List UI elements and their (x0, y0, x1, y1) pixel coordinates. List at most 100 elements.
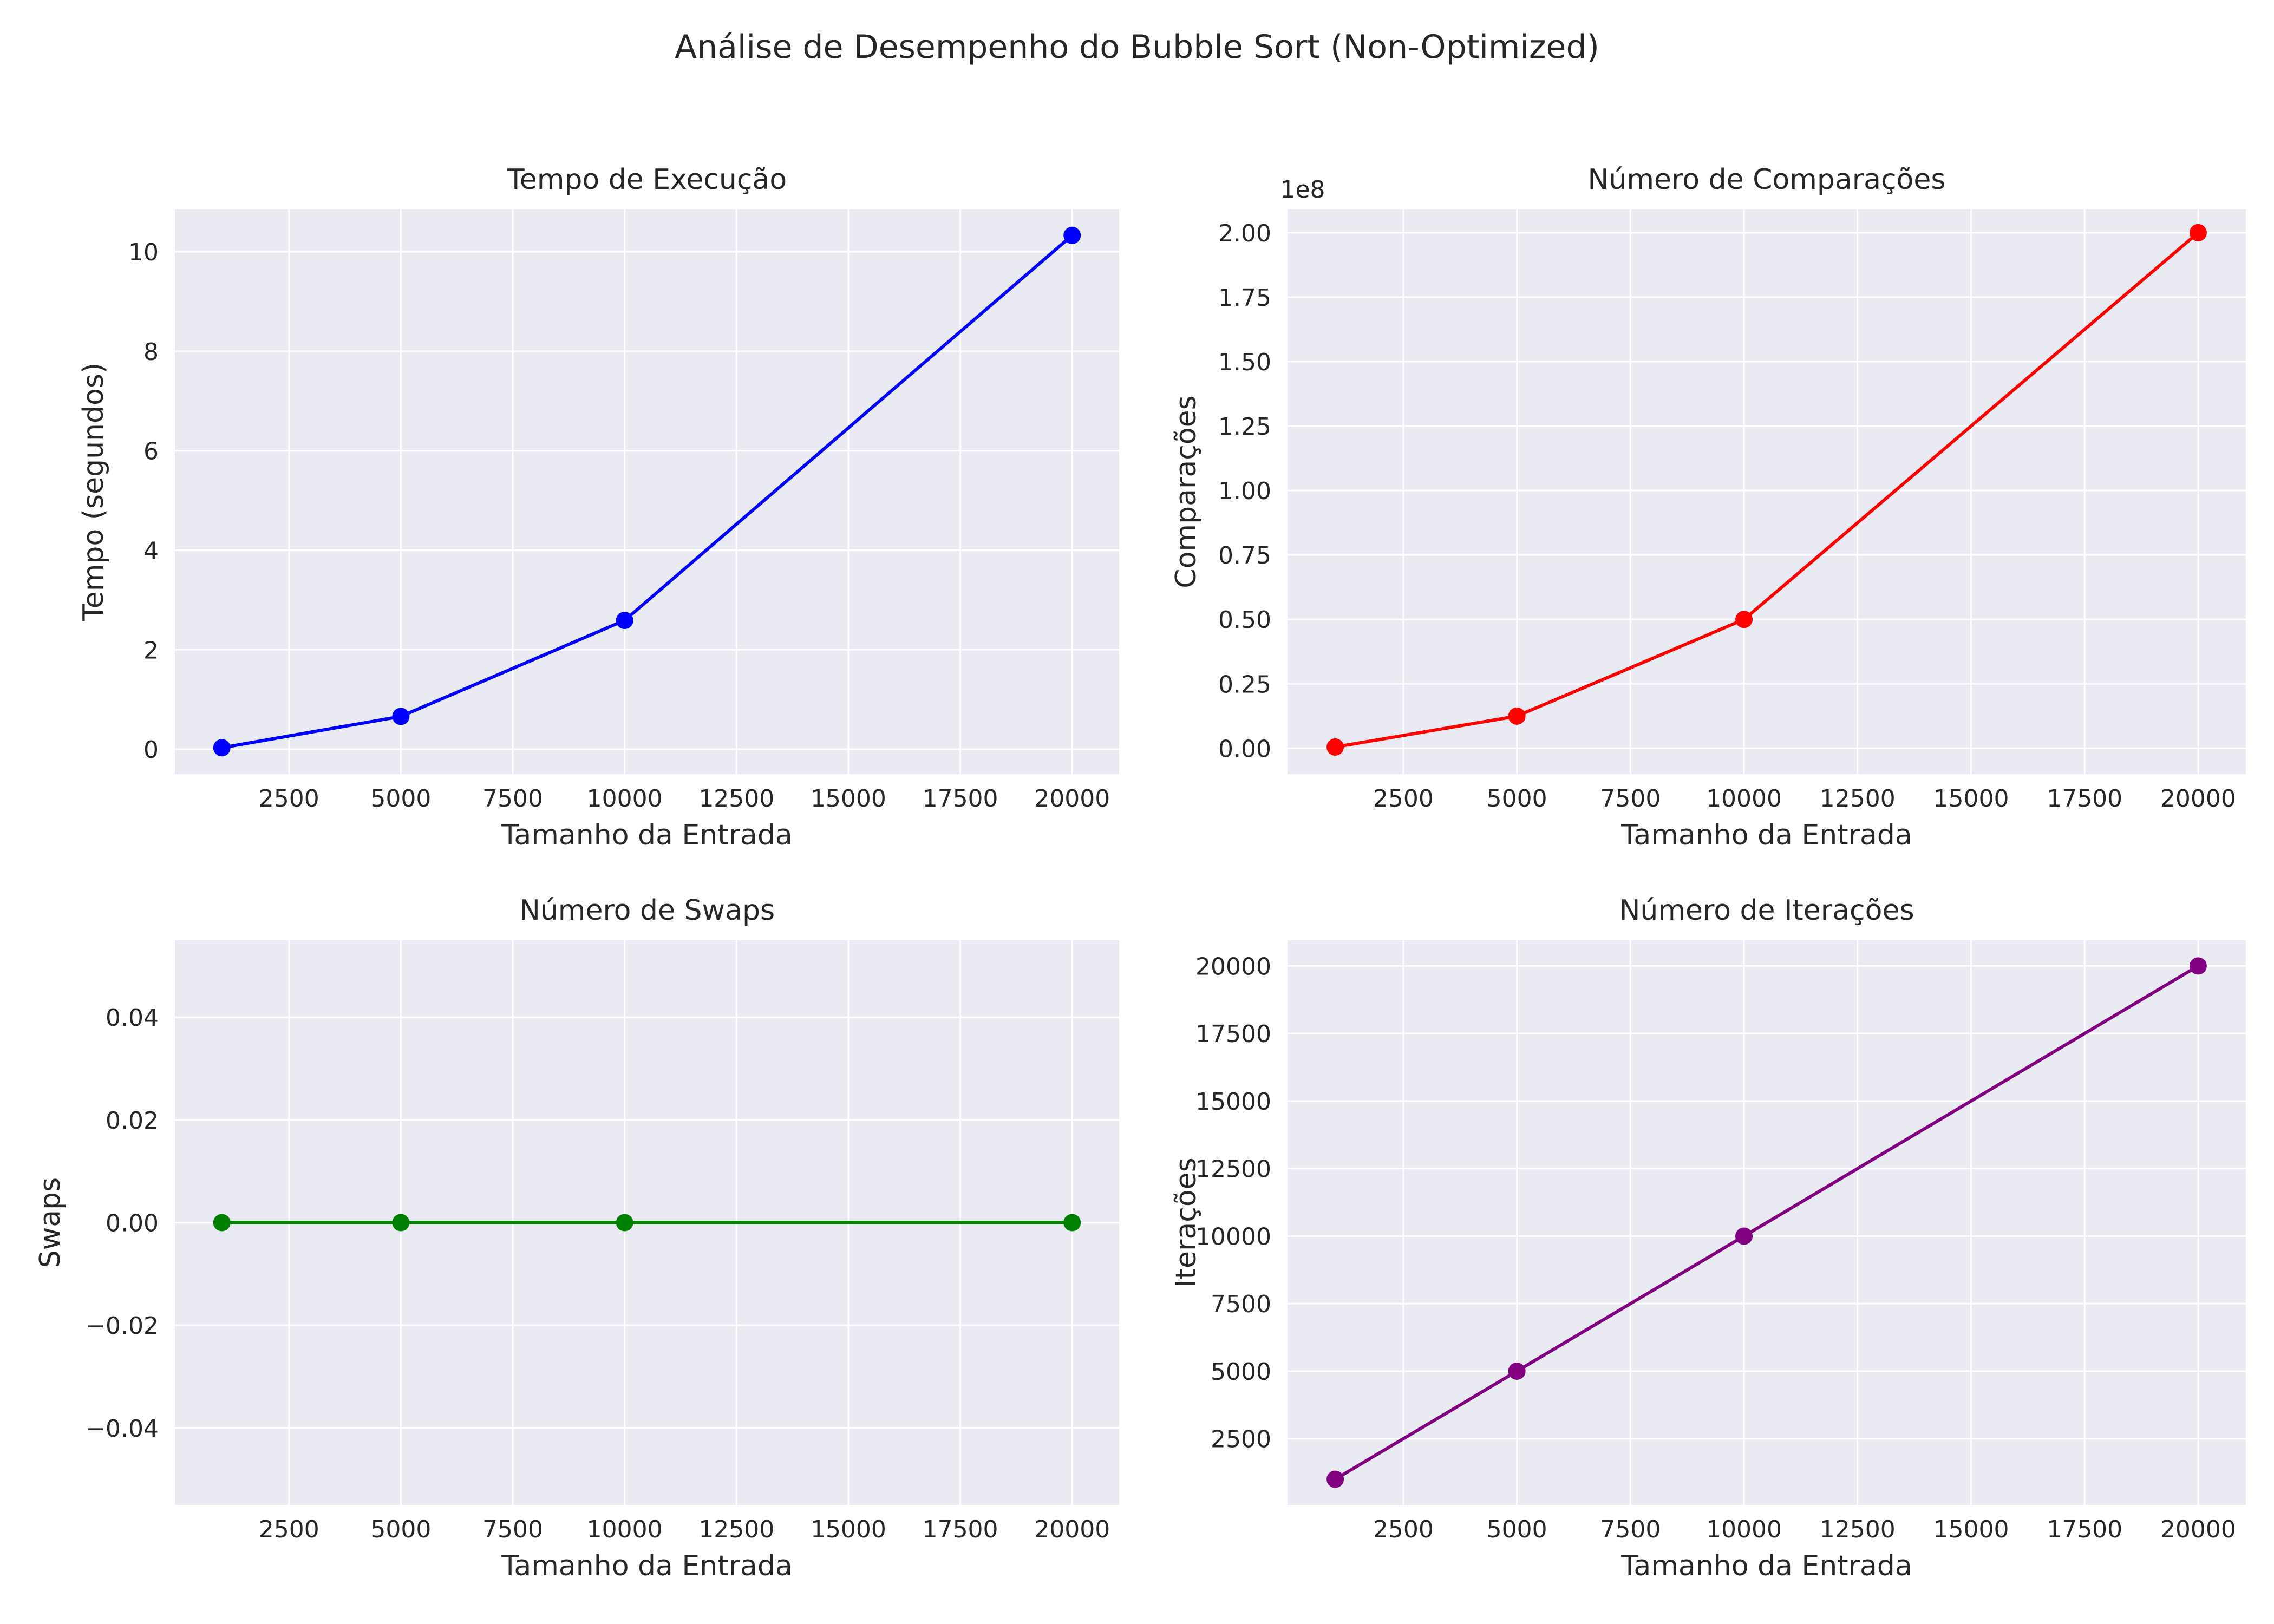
y-axis-label-tempo: Tempo (segundos) (77, 363, 110, 621)
data-point-tempo (1063, 226, 1081, 244)
y-tick-label-comparacoes: 1.75 (1218, 284, 1271, 312)
subplot-title-swaps: Número de Swaps (519, 894, 775, 927)
y-axis-label-swaps: Swaps (34, 1177, 67, 1268)
x-tick-label-iteracoes: 15000 (1933, 1516, 2009, 1543)
x-tick-label-iteracoes: 7500 (1600, 1516, 1661, 1543)
subplot-title-tempo: Tempo de Execução (507, 163, 787, 196)
series-line-tempo (220, 233, 1074, 750)
y-tick-label-tempo: 0 (143, 736, 159, 764)
y-tick-label-comparacoes: 0.75 (1218, 542, 1271, 569)
x-tick-label-iteracoes: 10000 (1706, 1516, 1782, 1543)
subplots: 2500 5000 7500 10000 12500 15000 17500 20000 0 2 4… (34, 163, 2246, 1582)
x-tick-label-comparacoes: 5000 (1487, 785, 1547, 813)
y-tick-label-iteracoes: 15000 (1195, 1088, 1271, 1116)
x-tick-label-swaps: 2500 (259, 1516, 319, 1543)
subplot-iteracoes: 2500 5000 7500 10000 12500 15000 17500 20000 250… (1170, 894, 2246, 1582)
x-tick-label-comparacoes: 7500 (1600, 785, 1661, 813)
y-tick-label-iteracoes: 20000 (1195, 953, 1271, 980)
data-point-swaps (392, 1214, 410, 1232)
x-tick-label-comparacoes: 10000 (1706, 785, 1782, 813)
plot-area-comparacoes (1288, 209, 2246, 774)
x-tick-label-comparacoes: 2500 (1373, 785, 1434, 813)
x-tick-label-tempo: 10000 (587, 785, 663, 813)
data-point-tempo (392, 708, 410, 725)
x-tick-label-iteracoes: 5000 (1487, 1516, 1547, 1543)
data-point-iteracoes (1508, 1362, 1526, 1380)
x-tick-label-tempo: 15000 (811, 785, 886, 813)
y-tick-label-comparacoes: 1.00 (1218, 477, 1271, 505)
subplot-swaps: 2500 5000 7500 10000 12500 15000 17500 20000 −0.… (34, 894, 1119, 1582)
y-tick-label-swaps: 0.04 (106, 1004, 159, 1032)
data-point-comparacoes (1508, 707, 1526, 725)
y-tick-label-iteracoes: 10000 (1195, 1223, 1271, 1250)
data-point-tempo (213, 739, 231, 757)
y-tick-label-comparacoes: 1.25 (1218, 413, 1271, 441)
y-tick-label-comparacoes: 0.00 (1218, 735, 1271, 763)
x-tick-label-iteracoes: 17500 (2047, 1516, 2122, 1543)
y-tick-label-tempo: 4 (143, 537, 159, 565)
y-tick-label-comparacoes: 0.50 (1218, 606, 1271, 634)
x-tick-label-iteracoes: 20000 (2160, 1516, 2236, 1543)
y-tick-label-iteracoes: 5000 (1211, 1358, 1271, 1386)
data-point-comparacoes (1735, 611, 1753, 628)
x-tick-label-tempo: 2500 (259, 785, 319, 813)
data-point-iteracoes (2189, 957, 2207, 975)
y-tick-label-iteracoes: 7500 (1211, 1291, 1271, 1318)
x-tick-label-comparacoes: 17500 (2047, 785, 2122, 813)
subplot-title-iteracoes: Número de Iterações (1619, 894, 1914, 927)
x-tick-label-swaps: 12500 (698, 1516, 774, 1543)
y-tick-label-tempo: 2 (143, 637, 159, 664)
y-tick-label-swaps: 0.00 (106, 1210, 159, 1237)
y-tick-label-swaps: −0.02 (86, 1312, 159, 1340)
x-axis-label-tempo: Tamanho da Entrada (501, 819, 793, 852)
plot-area-tempo (175, 209, 1119, 774)
figure-title: Análise de Desempenho do Bubble Sort (No… (675, 28, 1599, 66)
subplot-title-comparacoes: Número de Comparações (1588, 163, 1946, 196)
data-point-comparacoes (1327, 738, 1344, 756)
y-axis-label-iteracoes: Iterações (1170, 1157, 1203, 1287)
x-tick-label-swaps: 15000 (811, 1516, 886, 1543)
data-point-swaps (213, 1214, 231, 1232)
y-tick-label-iteracoes: 2500 (1211, 1426, 1271, 1453)
series-line-comparacoes (1334, 231, 2200, 749)
x-tick-label-tempo: 17500 (923, 785, 998, 813)
y-tick-label-iteracoes: 12500 (1195, 1156, 1271, 1183)
x-tick-label-swaps: 5000 (370, 1516, 431, 1543)
y-tick-label-swaps: −0.04 (86, 1415, 159, 1443)
data-point-tempo (616, 612, 633, 630)
subplot-tempo: 2500 5000 7500 10000 12500 15000 17500 20000 0 2 4… (77, 163, 1119, 852)
y-tick-label-swaps: 0.02 (106, 1107, 159, 1135)
x-tick-label-swaps: 20000 (1034, 1516, 1110, 1543)
x-tick-label-tempo: 5000 (370, 785, 431, 813)
y-tick-label-tempo: 6 (143, 438, 159, 466)
x-axis-label-swaps: Tamanho da Entrada (501, 1550, 793, 1582)
y-offset-text-comparacoes: 1e8 (1280, 176, 1325, 204)
x-tick-label-swaps: 10000 (587, 1516, 663, 1543)
x-tick-label-comparacoes: 12500 (1820, 785, 1896, 813)
x-tick-label-iteracoes: 12500 (1820, 1516, 1896, 1543)
x-tick-label-tempo: 20000 (1034, 785, 1110, 813)
data-point-swaps (616, 1214, 633, 1232)
x-tick-label-comparacoes: 15000 (1933, 785, 2009, 813)
x-axis-label-comparacoes: Tamanho da Entrada (1620, 819, 1912, 852)
data-point-swaps (1063, 1214, 1081, 1232)
y-tick-label-comparacoes: 2.00 (1218, 220, 1271, 247)
y-tick-label-tempo: 8 (143, 338, 159, 366)
x-tick-label-tempo: 12500 (698, 785, 774, 813)
x-tick-label-swaps: 7500 (482, 1516, 543, 1543)
subplot-comparacoes: 2500 5000 7500 10000 12500 15000 17500 20000 0.0… (1170, 163, 2246, 852)
data-point-iteracoes (1327, 1470, 1344, 1488)
y-tick-label-iteracoes: 17500 (1195, 1020, 1271, 1048)
x-axis-label-iteracoes: Tamanho da Entrada (1620, 1550, 1912, 1582)
data-point-comparacoes (2189, 224, 2207, 241)
data-point-iteracoes (1735, 1227, 1753, 1245)
series-line-iteracoes (1334, 964, 2200, 1481)
y-axis-label-comparacoes: Comparações (1170, 395, 1203, 588)
x-tick-label-swaps: 17500 (923, 1516, 998, 1543)
x-tick-label-iteracoes: 2500 (1373, 1516, 1434, 1543)
x-tick-label-tempo: 7500 (482, 785, 543, 813)
y-tick-label-tempo: 10 (128, 239, 159, 266)
y-tick-label-comparacoes: 1.50 (1218, 349, 1271, 376)
x-tick-label-comparacoes: 20000 (2160, 785, 2236, 813)
